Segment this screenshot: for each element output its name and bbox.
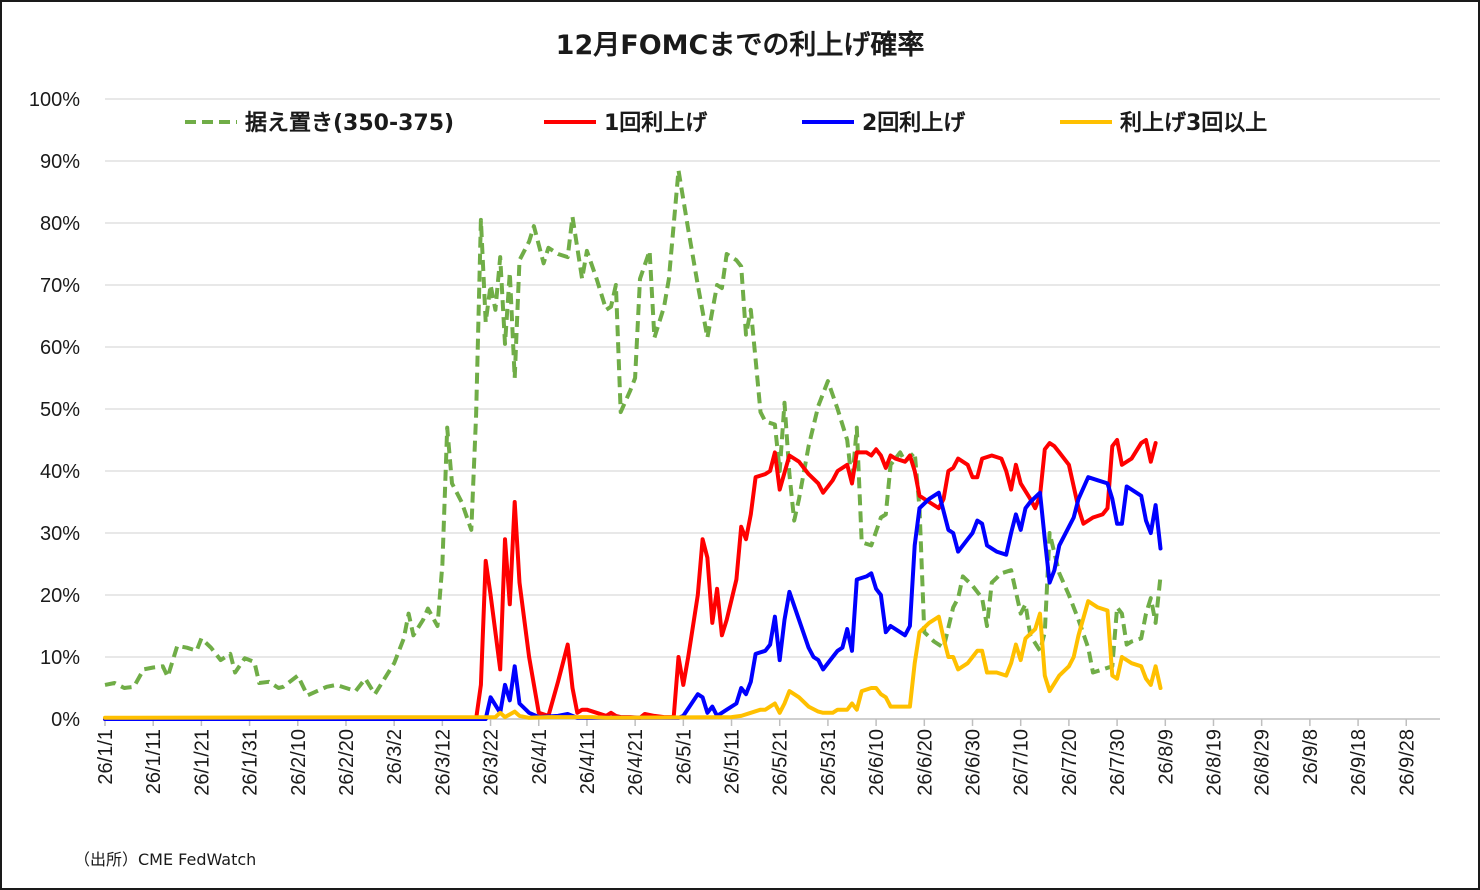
x-tick-label: 26/8/29 [1252, 729, 1274, 796]
x-tick-label: 26/9/18 [1348, 729, 1370, 796]
y-tick-label: 30% [40, 523, 80, 545]
x-tick-label: 26/4/11 [577, 729, 599, 794]
y-axis-ticks: 0% 10% 20% 30% 40% 50% 60% 70% 80% 90% 100% [29, 89, 80, 731]
x-tick-label: 26/4/1 [529, 729, 551, 785]
y-tick-label: 100% [29, 89, 80, 111]
x-tick-label: 26/5/21 [770, 729, 792, 796]
x-tick-label: 26/2/10 [288, 729, 310, 796]
legend: 据え置き(350-375) 1回利上げ 2回利上げ 利上げ3回以上 [185, 111, 1267, 136]
x-tick-label: 26/5/31 [818, 729, 840, 796]
x-tick-label: 26/5/11 [722, 729, 744, 794]
y-tick-label: 80% [40, 213, 80, 235]
legend-label-1: 据え置き(350-375) [245, 111, 454, 136]
chart-title: 12月FOMCまでの利上げ確率 [556, 29, 925, 61]
x-tick-label: 26/7/20 [1059, 729, 1081, 796]
y-tick-label: 90% [40, 151, 80, 173]
x-tick-label: 26/4/21 [625, 729, 647, 796]
y-tick-label: 10% [40, 647, 80, 669]
series-line-2 [103, 438, 1158, 721]
y-tick-label: 60% [40, 337, 80, 359]
x-tick-label: 26/3/22 [481, 729, 503, 796]
series-line-3 [103, 475, 1163, 721]
x-tick-label: 26/5/1 [673, 729, 695, 785]
x-tick-label: 26/1/1 [95, 729, 117, 785]
y-tick-label: 0% [51, 709, 80, 731]
x-tick-label: 26/3/12 [432, 729, 454, 796]
x-tick-label: 26/8/19 [1203, 729, 1225, 796]
legend-label-4: 利上げ3回以上 [1120, 111, 1267, 136]
x-tick-label: 26/8/9 [1155, 729, 1177, 785]
y-tick-label: 20% [40, 585, 80, 607]
x-tick-label: 26/7/30 [1107, 729, 1129, 796]
x-tick-label: 26/6/10 [866, 729, 888, 796]
x-axis: 26/1/1 26/1/11 26/1/21 26/1/31 26/2/10 26/2/2… [95, 718, 1440, 796]
legend-label-3: 2回利上げ [862, 111, 966, 136]
gridlines [105, 98, 1440, 658]
x-tick-label: 26/9/8 [1300, 729, 1322, 785]
x-tick-label: 26/6/30 [963, 729, 985, 796]
x-tick-label: 26/2/20 [336, 729, 358, 796]
series-lines [103, 168, 1163, 721]
legend-label-2: 1回利上げ [604, 111, 708, 136]
x-tick-label: 26/9/28 [1396, 729, 1418, 796]
y-tick-label: 70% [40, 275, 80, 297]
x-tick-label: 26/6/20 [914, 729, 936, 796]
x-tick-label: 26/1/11 [143, 729, 165, 794]
x-tick-label: 26/3/2 [384, 729, 406, 785]
y-tick-label: 50% [40, 399, 80, 421]
series-line-1 [104, 168, 1163, 698]
source-note: （出所）CME FedWatch [74, 850, 256, 869]
x-tick-label: 26/1/31 [240, 729, 262, 796]
x-tick-label: 26/7/10 [1011, 729, 1033, 796]
x-tick-label: 26/1/21 [191, 729, 213, 796]
series-line-4 [103, 599, 1163, 720]
y-tick-label: 40% [40, 461, 80, 483]
